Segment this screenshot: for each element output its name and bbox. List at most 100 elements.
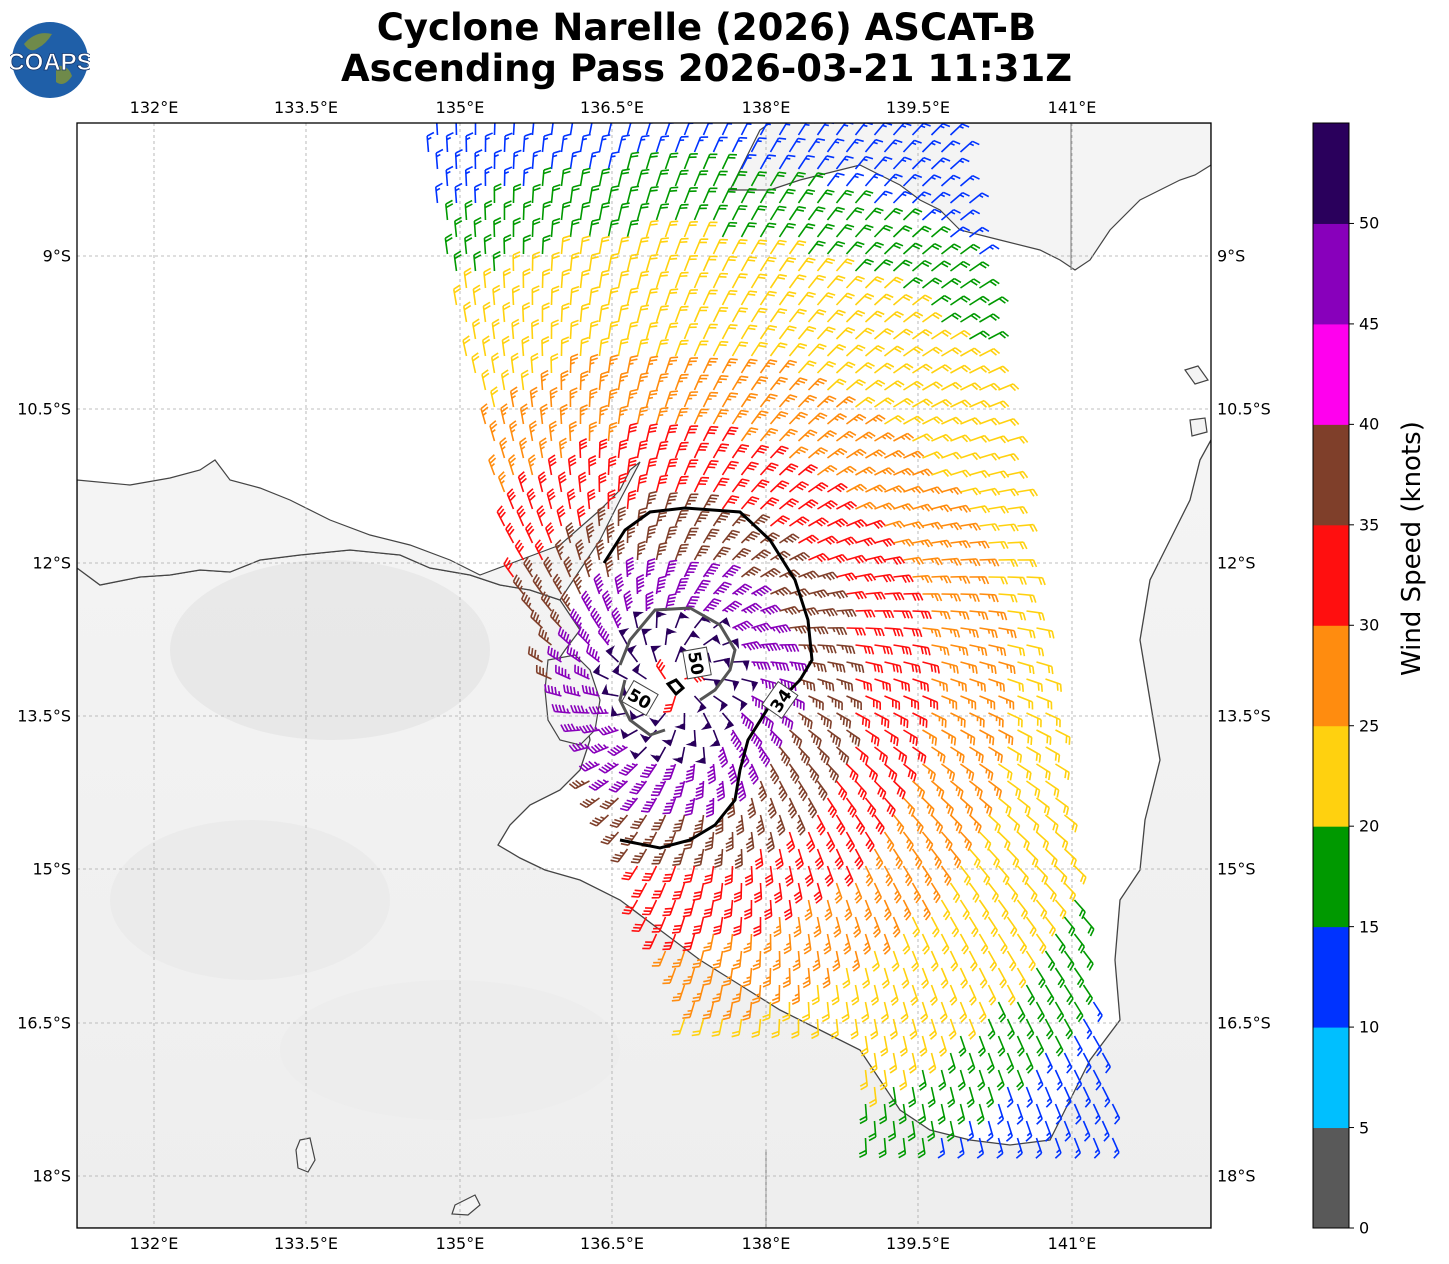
wind-barb [528,420,538,442]
wind-barb [712,170,728,187]
wind-barb [525,522,535,544]
wind-barb [607,388,618,408]
wind-barb [626,644,639,663]
wind-barb [577,626,591,646]
wind-barb [740,392,758,408]
wind-barb [593,573,604,595]
wind-barb [550,123,558,136]
wind-barb [598,371,609,391]
wind-barb [893,610,914,619]
wind-barb [721,255,738,272]
wind-barb [481,335,491,357]
wind-barb [550,150,561,170]
wind-barb [531,123,539,136]
wind-barb [712,511,730,527]
contour-label-50-a: 50 [682,646,712,680]
wind-barb [626,489,637,510]
wind-barb [855,644,875,655]
wind-barb [588,123,597,136]
wind-barb [618,627,630,646]
wind-barb [873,259,894,272]
wind-barb [930,191,951,204]
wind-barb [607,489,616,510]
wind-barb [922,593,943,602]
wind-barb [702,187,718,204]
wind-barb [541,200,552,221]
wind-barb [835,155,854,170]
wind-barb [617,337,629,357]
wind-barb [1007,505,1028,515]
wind-barb [702,598,722,612]
wind-barb [598,303,610,323]
wind-barb [865,414,886,425]
wind-barb [605,645,620,663]
lat-tick-right: 15°S [1217,859,1256,879]
wind-barb [560,201,571,221]
wind-barb [607,354,619,374]
wind-barb [655,406,669,425]
wind-barb [674,577,689,595]
wind-barb [979,417,1001,426]
wind-barb [950,329,971,340]
wind-barb [617,405,629,425]
wind-barb [655,203,670,221]
wind-barb [941,312,962,323]
wind-barb [674,305,689,323]
colorbar-tick-label: 30 [1359,615,1380,635]
wind-barb [911,294,933,306]
wind-barb [959,209,981,221]
wind-barb [683,323,698,340]
wind-barb [572,573,583,595]
wind-barb [921,139,942,153]
wind-barb [611,607,622,629]
wind-barb [827,518,849,528]
wind-barb [930,123,951,136]
wind-barb [969,365,991,374]
wind-barb [846,519,868,529]
wind-barb [826,413,847,425]
landmass-arnhem-coast [77,459,641,601]
wind-barb [788,446,809,459]
wind-barb [836,644,856,655]
wind-barb [579,404,588,425]
wind-barb [721,529,740,544]
wind-barb [788,171,806,187]
wind-barb [512,217,521,238]
wind-barb [512,183,522,204]
wind-barb [712,375,729,391]
wind-barb [537,471,547,493]
wind-barb [645,591,654,612]
wind-barb [969,505,991,514]
wind-barb [760,642,781,652]
wind-barb [903,627,923,638]
wind-barb [445,165,454,187]
wind-barb [617,472,627,493]
wind-barb [949,260,971,272]
wind-barb [693,238,709,255]
wind-barb [883,310,904,323]
wind-barb [950,399,972,408]
wind-barb [712,340,729,357]
lat-tick-left: 9°S [42,246,71,266]
wind-barb [674,475,689,493]
wind-barb [503,132,513,153]
wind-barb [750,137,767,153]
wind-barb [751,622,773,633]
wind-barb [979,244,1000,255]
wind-barb [778,154,796,170]
coaps-logo: COAPS [10,22,90,98]
wind-barb [569,319,579,340]
wind-barb [598,269,610,289]
wind-barb [518,437,528,459]
wind-barb [503,234,512,255]
wind-barb [769,342,788,357]
colorbar-tick-label: 0 [1359,1218,1370,1238]
wind-barb [750,444,770,459]
wind-barb [586,644,600,663]
wind-barb [536,505,546,527]
wind-barb [462,335,471,357]
wind-barb [940,208,961,221]
wind-barb [892,293,913,306]
wind-barb [769,308,788,323]
wind-barb [426,131,435,153]
